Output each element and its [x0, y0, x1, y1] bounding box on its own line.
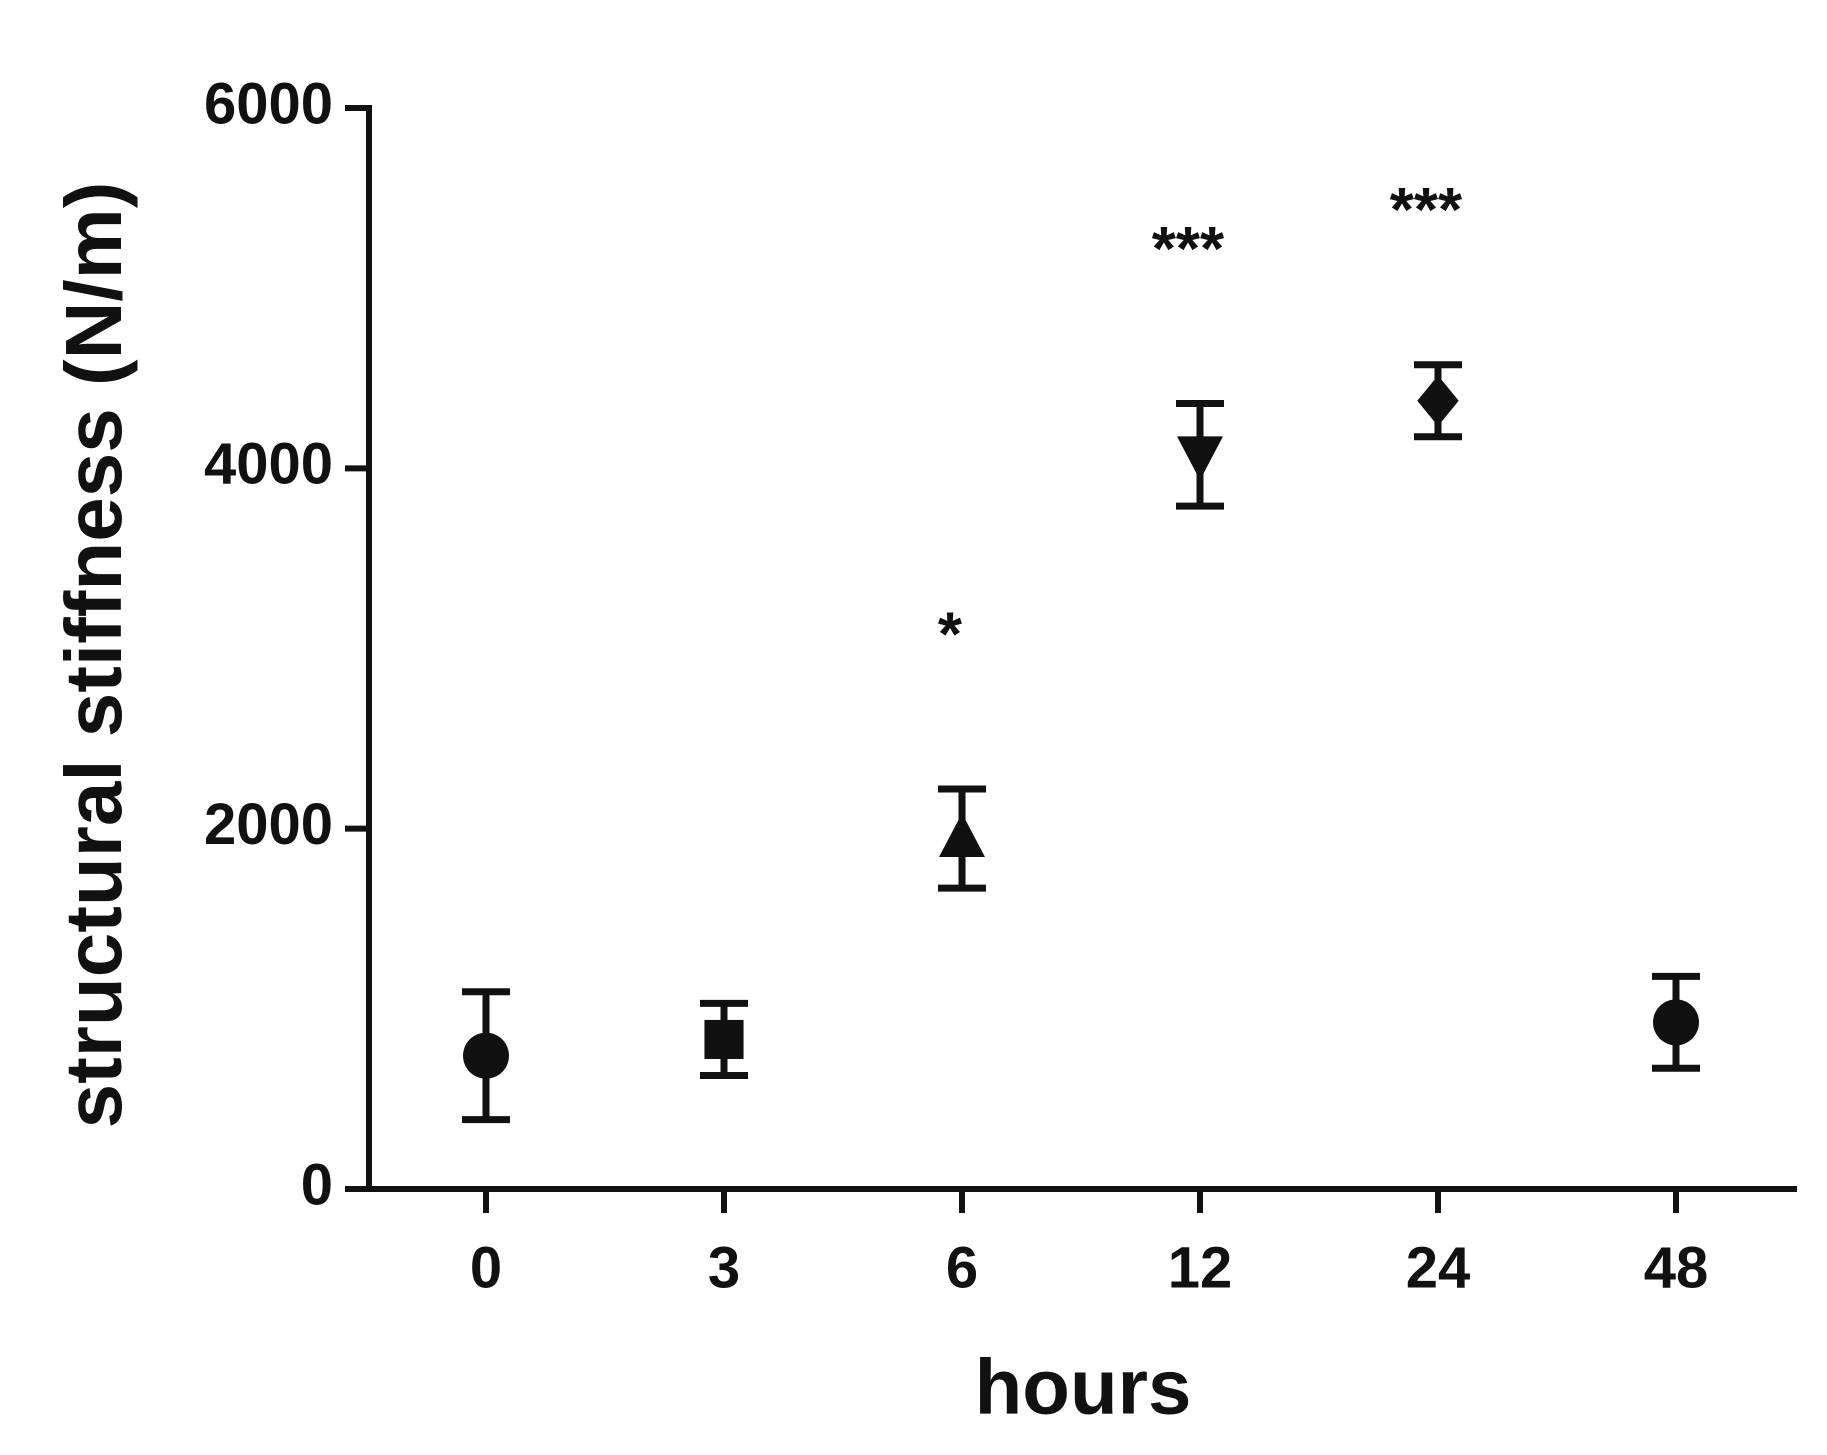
annotation: * — [938, 600, 963, 669]
x-tick-label: 12 — [1168, 1235, 1233, 1300]
marker — [704, 1019, 744, 1060]
marker — [1653, 999, 1699, 1046]
y-tick-label: 0 — [301, 1152, 333, 1217]
x-tick-label: 24 — [1406, 1235, 1471, 1300]
x-tick-label: 48 — [1644, 1235, 1709, 1300]
y-tick-label: 4000 — [204, 432, 333, 497]
marker — [939, 813, 985, 857]
marker — [463, 1032, 509, 1079]
x-tick-label: 6 — [946, 1235, 978, 1300]
annotation: *** — [1390, 176, 1463, 245]
marker — [1417, 375, 1459, 427]
x-tick-label: 3 — [708, 1235, 740, 1300]
x-tick-label: 0 — [470, 1235, 502, 1300]
y-tick-label: 6000 — [204, 71, 333, 136]
x-axis-label: hours — [975, 1343, 1192, 1431]
marker — [1177, 436, 1223, 481]
y-axis-label: structural stiffness (N/m) — [49, 182, 138, 1129]
annotation: *** — [1152, 215, 1225, 284]
y-tick-label: 2000 — [204, 792, 333, 857]
